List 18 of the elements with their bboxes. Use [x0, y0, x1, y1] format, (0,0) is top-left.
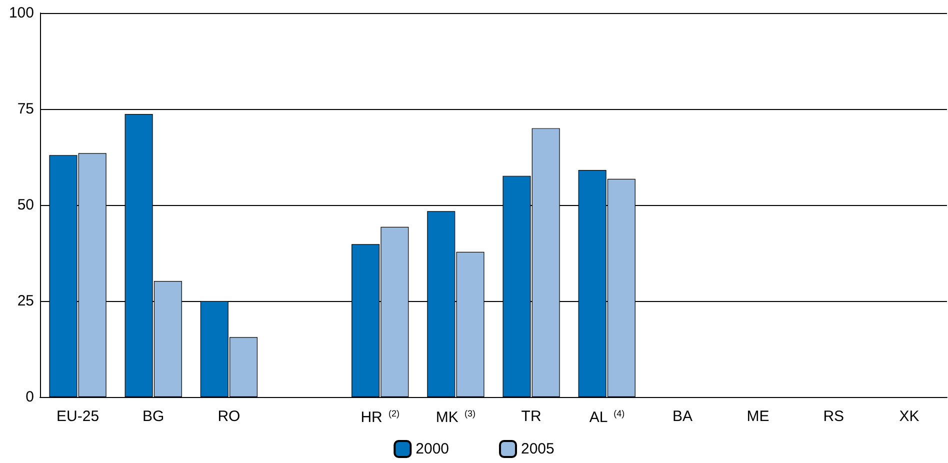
x-tick-label: HR (2) [360, 408, 400, 426]
legend-label: 2005 [521, 440, 554, 458]
x-tick-label: TR [521, 408, 542, 425]
x-tick-label: RS [823, 408, 844, 425]
x-tick-label: EU-25 [56, 408, 100, 425]
x-tick-label: MK (3) [436, 408, 476, 426]
x-tick-label: AL (4) [589, 408, 625, 426]
x-tick-label: XK [899, 408, 920, 425]
x-tick-label: RO [218, 408, 240, 425]
x-tick-label: BA [672, 408, 692, 425]
x-tick-label: ME [746, 408, 770, 425]
y-tick-label: 25 [17, 292, 34, 310]
y-tick-label: 75 [17, 100, 34, 118]
y-tick-label: 0 [26, 388, 34, 406]
x-tick-label: BG [142, 408, 164, 425]
legend-label: 2000 [416, 440, 450, 458]
y-tick-label: 50 [17, 196, 34, 214]
y-tick-label: 100 [8, 4, 34, 22]
